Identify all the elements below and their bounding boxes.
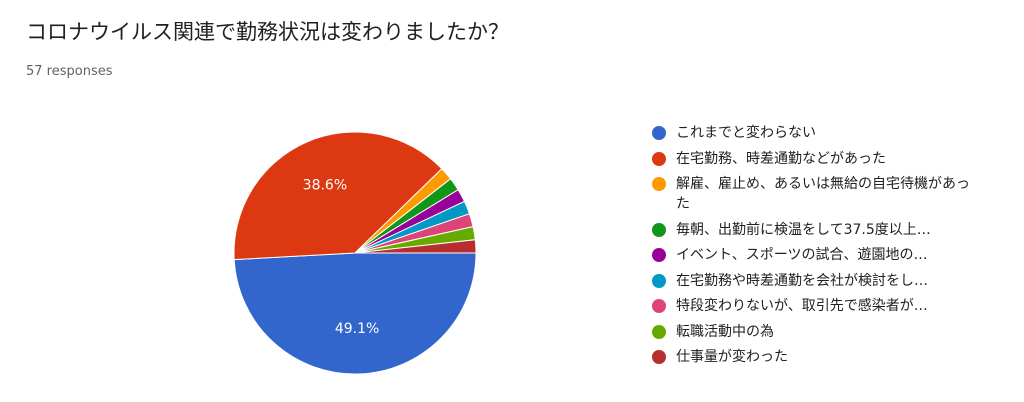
legend-label-3: 解雇、雇止め、あるいは無給の自宅待機があった <box>676 176 970 212</box>
legend-item-6[interactable]: 在宅勤務や時差通勤を会社が検討をし… <box>652 271 1012 291</box>
legend-item-9[interactable]: 仕事量が変わった <box>652 347 1012 367</box>
legend-swatch-2 <box>652 151 666 166</box>
legend-item-5[interactable]: イベント、スポーツの試合、遊園地の… <box>652 245 1012 265</box>
legend-item-8[interactable]: 転職活動中の為 <box>652 322 1012 342</box>
legend-item-4[interactable]: 毎朝、出勤前に検温をして37.5度以上… <box>652 220 1012 240</box>
legend-label-9: 仕事量が変わった <box>676 349 788 365</box>
legend-swatch-7 <box>652 299 666 313</box>
legend-swatch-9 <box>652 350 666 364</box>
legend-item-1[interactable]: これまでと変わらない <box>652 123 1012 143</box>
response-count: 57 responses <box>26 64 113 79</box>
legend-swatch-5 <box>652 248 666 262</box>
pie-slice-1[interactable] <box>233 252 477 375</box>
legend-swatch-8 <box>652 324 666 339</box>
chart-legend: これまでと変わらない在宅勤務、時差通勤などがあった解雇、雇止め、あるいは無給の自… <box>652 123 1012 373</box>
legend-item-2[interactable]: 在宅勤務、時差通勤などがあった <box>652 149 1012 169</box>
pie-slice-label-1: 49.1% <box>335 321 379 337</box>
pie-slice-9[interactable] <box>354 239 477 254</box>
legend-swatch-1 <box>652 126 666 140</box>
legend-swatch-3 <box>652 177 666 191</box>
legend-label-6: 在宅勤務や時差通勤を会社が検討をし… <box>676 272 928 289</box>
legend-label-5: イベント、スポーツの試合、遊園地の… <box>676 247 928 263</box>
legend-label-8: 転職活動中の為 <box>676 323 774 340</box>
legend-swatch-6 <box>652 273 666 288</box>
legend-label-4: 毎朝、出勤前に検温をして37.5度以上… <box>676 221 931 238</box>
legend-item-7[interactable]: 特段変わりないが、取引先で感染者が… <box>652 296 1012 316</box>
pie-slice-label-2: 38.6% <box>303 177 347 193</box>
legend-item-3[interactable]: 解雇、雇止め、あるいは無給の自宅待機があった <box>652 174 1012 214</box>
pie-slice-2[interactable] <box>233 131 443 261</box>
legend-swatch-4 <box>652 222 666 237</box>
legend-label-1: これまでと変わらない <box>676 125 816 141</box>
legend-label-7: 特段変わりないが、取引先で感染者が… <box>676 298 928 314</box>
chart-title: コロナウイルス関連で勤務状況は変わりましたか？ <box>26 20 509 44</box>
legend-label-2: 在宅勤務、時差通勤などがあった <box>676 150 886 167</box>
pie-chart: 49.1% 38.6% <box>233 131 477 375</box>
